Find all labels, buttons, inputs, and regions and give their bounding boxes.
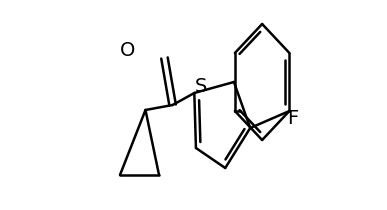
- Text: F: F: [287, 109, 298, 128]
- Text: O: O: [120, 41, 135, 60]
- Text: S: S: [195, 77, 207, 96]
